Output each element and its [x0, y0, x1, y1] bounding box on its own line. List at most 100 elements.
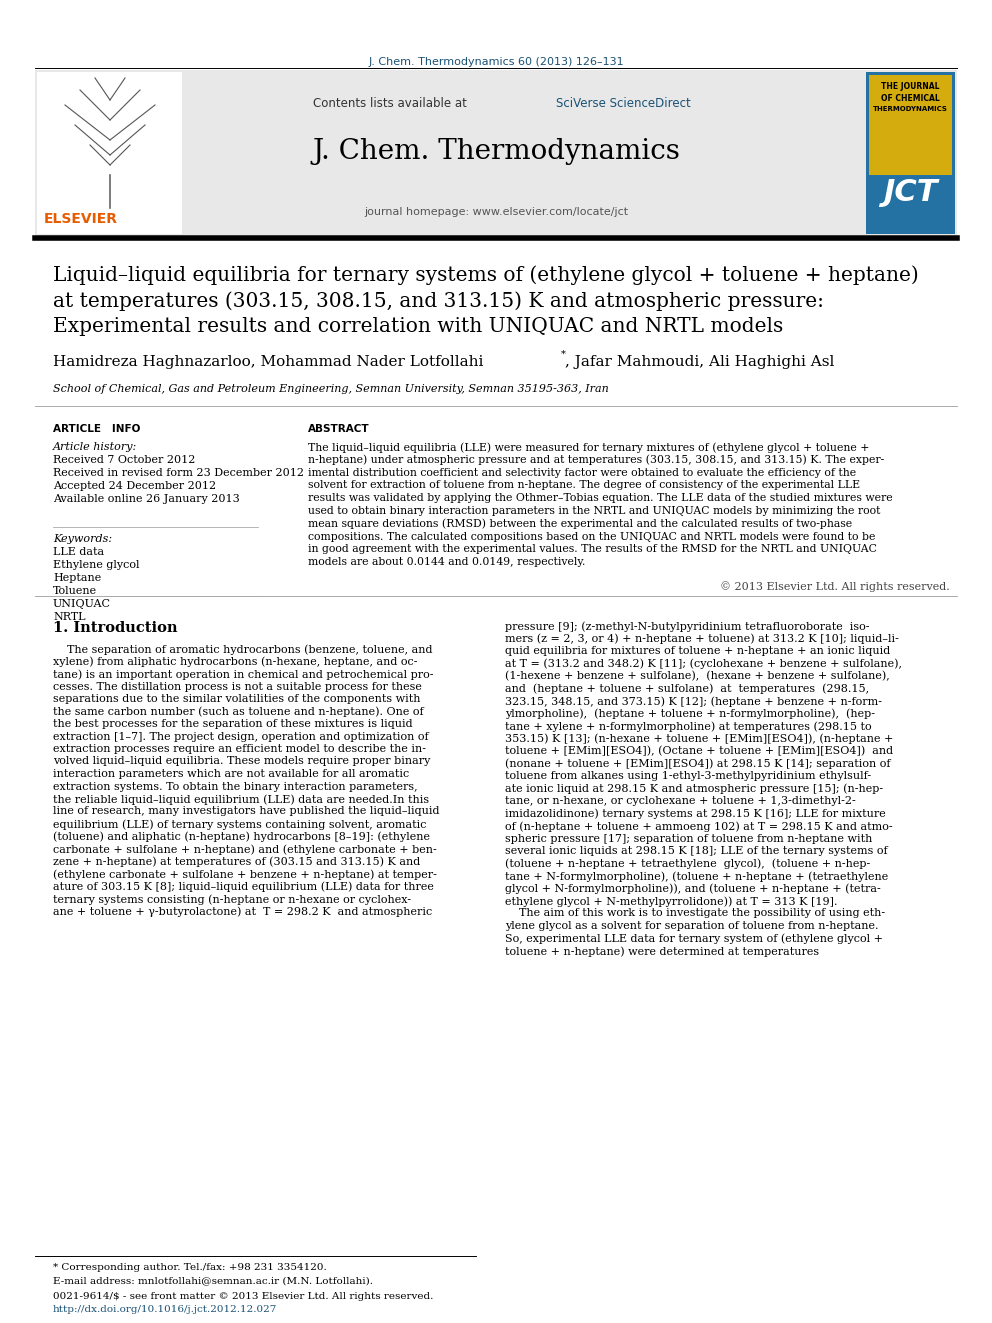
Bar	[35, 70, 957, 235]
Text: and  (heptane + toluene + sulfolane)  at  temperatures  (298.15,: and (heptane + toluene + sulfolane) at t…	[505, 684, 869, 695]
Text: 353.15) K [13]; (n-hexane + toluene + [EMim][ESO4]), (n-heptane +: 353.15) K [13]; (n-hexane + toluene + [E…	[505, 733, 894, 744]
Text: NRTL: NRTL	[53, 613, 85, 622]
Text: The aim of this work is to investigate the possibility of using eth-: The aim of this work is to investigate t…	[505, 909, 885, 918]
Text: imidazolidinone) ternary systems at 298.15 K [16]; LLE for mixture: imidazolidinone) ternary systems at 298.…	[505, 808, 886, 819]
Text: Liquid–liquid equilibria for ternary systems of (ethylene glycol + toluene + hep: Liquid–liquid equilibria for ternary sys…	[53, 265, 919, 284]
Text: solvent for extraction of toluene from n-heptane. The degree of consistency of t: solvent for extraction of toluene from n…	[308, 480, 860, 491]
Text: extraction processes require an efficient model to describe the in-: extraction processes require an efficien…	[53, 744, 426, 754]
Text: of (n-heptane + toluene + ammoeng 102) at T = 298.15 K and atmo-: of (n-heptane + toluene + ammoeng 102) a…	[505, 822, 893, 832]
Text: used to obtain binary interaction parameters in the NRTL and UNIQUAC models by m: used to obtain binary interaction parame…	[308, 505, 880, 516]
Text: LLE data: LLE data	[53, 546, 104, 557]
Text: School of Chemical, Gas and Petroleum Engineering, Semnan University, Semnan 351: School of Chemical, Gas and Petroleum En…	[53, 384, 609, 394]
Text: (nonane + toluene + [EMim][ESO4]) at 298.15 K [14]; separation of: (nonane + toluene + [EMim][ESO4]) at 298…	[505, 758, 891, 769]
Text: JCT: JCT	[883, 179, 937, 206]
Text: pressure [9]; (z-methyl-N-butylpyridinium tetrafluoroborate  iso-: pressure [9]; (z-methyl-N-butylpyridiniu…	[505, 620, 870, 631]
Text: So, experimental LLE data for ternary system of (ethylene glycol +: So, experimental LLE data for ternary sy…	[505, 934, 883, 945]
Text: (toluene + n-heptane + tetraethylene  glycol),  (toluene + n-hep-: (toluene + n-heptane + tetraethylene gly…	[505, 859, 870, 869]
Text: the best processes for the separation of these mixtures is liquid: the best processes for the separation of…	[53, 718, 413, 729]
Text: 0021-9614/$ - see front matter © 2013 Elsevier Ltd. All rights reserved.: 0021-9614/$ - see front matter © 2013 El…	[53, 1293, 434, 1301]
Text: Keywords:: Keywords:	[53, 534, 112, 544]
Text: © 2013 Elsevier Ltd. All rights reserved.: © 2013 Elsevier Ltd. All rights reserved…	[720, 581, 950, 591]
Text: zene + n-heptane) at temperatures of (303.15 and 313.15) K and: zene + n-heptane) at temperatures of (30…	[53, 856, 421, 867]
Text: ate ionic liquid at 298.15 K and atmospheric pressure [15]; (n-hep-: ate ionic liquid at 298.15 K and atmosph…	[505, 783, 883, 794]
Bar	[37, 71, 182, 234]
Text: at T = (313.2 and 348.2) K [11]; (cyclohexane + benzene + sulfolane),: at T = (313.2 and 348.2) K [11]; (cycloh…	[505, 659, 902, 669]
Text: The liquid–liquid equilibria (LLE) were measured for ternary mixtures of (ethyle: The liquid–liquid equilibria (LLE) were …	[308, 442, 869, 452]
Text: ABSTRACT: ABSTRACT	[308, 423, 370, 434]
Text: (ethylene carbonate + sulfolane + benzene + n-heptane) at temper-: (ethylene carbonate + sulfolane + benzen…	[53, 869, 436, 880]
Text: THERMODYNAMICS: THERMODYNAMICS	[873, 106, 947, 112]
Text: ature of 303.15 K [8]; liquid–liquid equilibrium (LLE) data for three: ature of 303.15 K [8]; liquid–liquid equ…	[53, 881, 434, 892]
Text: (toluene) and aliphatic (n-heptane) hydrocarbons [8–19]: (ethylene: (toluene) and aliphatic (n-heptane) hydr…	[53, 831, 430, 841]
Text: interaction parameters which are not available for all aromatic: interaction parameters which are not ava…	[53, 769, 410, 779]
Text: The separation of aromatic hydrocarbons (benzene, toluene, and: The separation of aromatic hydrocarbons …	[53, 644, 433, 655]
Text: THE JOURNAL: THE JOURNAL	[881, 82, 939, 91]
Text: quid equilibria for mixtures of toluene + n-heptane + an ionic liquid: quid equilibria for mixtures of toluene …	[505, 646, 890, 656]
Text: cesses. The distillation process is not a suitable process for these: cesses. The distillation process is not …	[53, 681, 422, 692]
Text: models are about 0.0144 and 0.0149, respectively.: models are about 0.0144 and 0.0149, resp…	[308, 557, 585, 568]
Text: 1. Introduction: 1. Introduction	[53, 620, 178, 635]
Text: toluene from alkanes using 1-ethyl-3-methylpyridinium ethylsulf-: toluene from alkanes using 1-ethyl-3-met…	[505, 771, 871, 781]
Text: Hamidreza Haghnazarloo, Mohammad Nader Lotfollahi: Hamidreza Haghnazarloo, Mohammad Nader L…	[53, 355, 483, 369]
Text: Contents lists available at: Contents lists available at	[313, 97, 470, 110]
Text: toluene + n-heptane) were determined at temperatures: toluene + n-heptane) were determined at …	[505, 946, 819, 957]
Text: xylene) from aliphatic hydrocarbons (n-hexane, heptane, and oc-: xylene) from aliphatic hydrocarbons (n-h…	[53, 656, 418, 667]
Text: mers (z = 2, 3, or 4) + n-heptane + toluene) at 313.2 K [10]; liquid–li-: mers (z = 2, 3, or 4) + n-heptane + tolu…	[505, 634, 899, 644]
Text: the same carbon number (such as toluene and n-heptane). One of: the same carbon number (such as toluene …	[53, 706, 424, 717]
Text: ylene glycol as a solvent for separation of toluene from n-heptane.: ylene glycol as a solvent for separation…	[505, 921, 879, 931]
Text: SciVerse ScienceDirect: SciVerse ScienceDirect	[556, 97, 690, 110]
Text: ylmorpholine),  (heptane + toluene + n-formylmorpholine),  (hep-: ylmorpholine), (heptane + toluene + n-fo…	[505, 709, 875, 720]
Bar	[869, 75, 952, 175]
Text: OF CHEMICAL: OF CHEMICAL	[881, 94, 939, 103]
Text: Ethylene glycol: Ethylene glycol	[53, 560, 140, 570]
Text: ethylene glycol + N-methylpyrrolidone)) at T = 313 K [19].: ethylene glycol + N-methylpyrrolidone)) …	[505, 896, 837, 906]
Text: http://dx.doi.org/10.1016/j.jct.2012.12.027: http://dx.doi.org/10.1016/j.jct.2012.12.…	[53, 1304, 278, 1314]
Text: Received 7 October 2012: Received 7 October 2012	[53, 455, 195, 464]
Text: glycol + N-formylmorpholine)), and (toluene + n-heptane + (tetra-: glycol + N-formylmorpholine)), and (tolu…	[505, 884, 881, 894]
Text: tane + N-formylmorpholine), (toluene + n-heptane + (tetraethylene: tane + N-formylmorpholine), (toluene + n…	[505, 871, 888, 881]
Bar	[866, 71, 955, 234]
Text: results was validated by applying the Othmer–Tobias equation. The LLE data of th: results was validated by applying the Ot…	[308, 493, 893, 503]
Text: tane, or n-hexane, or cyclohexane + toluene + 1,3-dimethyl-2-: tane, or n-hexane, or cyclohexane + tolu…	[505, 796, 856, 806]
Text: in good agreement with the experimental values. The results of the RMSD for the : in good agreement with the experimental …	[308, 544, 877, 554]
Text: line of research, many investigators have published the liquid–liquid: line of research, many investigators hav…	[53, 807, 439, 816]
Text: ELSEVIER: ELSEVIER	[44, 212, 118, 226]
Text: J. Chem. Thermodynamics 60 (2013) 126–131: J. Chem. Thermodynamics 60 (2013) 126–13…	[368, 57, 624, 67]
Text: Accepted 24 December 2012: Accepted 24 December 2012	[53, 482, 216, 491]
Text: at temperatures (303.15, 308.15, and 313.15) K and atmospheric pressure:: at temperatures (303.15, 308.15, and 313…	[53, 291, 824, 311]
Text: Received in revised form 23 December 2012: Received in revised form 23 December 201…	[53, 468, 304, 478]
Text: separations due to the similar volatilities of the components with: separations due to the similar volatilit…	[53, 695, 421, 704]
Text: , Jafar Mahmoudi, Ali Haghighi Asl: , Jafar Mahmoudi, Ali Haghighi Asl	[565, 355, 834, 369]
Text: Available online 26 January 2013: Available online 26 January 2013	[53, 493, 240, 504]
Text: equilibrium (LLE) of ternary systems containing solvent, aromatic: equilibrium (LLE) of ternary systems con…	[53, 819, 427, 830]
Text: tane) is an important operation in chemical and petrochemical pro-: tane) is an important operation in chemi…	[53, 669, 434, 680]
Text: E-mail address: mnlotfollahi@semnan.ac.ir (M.N. Lotfollahi).: E-mail address: mnlotfollahi@semnan.ac.i…	[53, 1275, 373, 1285]
Text: journal homepage: www.elsevier.com/locate/jct: journal homepage: www.elsevier.com/locat…	[364, 206, 628, 217]
Text: *: *	[561, 351, 565, 359]
Text: UNIQUAC: UNIQUAC	[53, 599, 111, 609]
Text: Toluene: Toluene	[53, 586, 97, 595]
Text: toluene + [EMim][ESO4]), (Octane + toluene + [EMim][ESO4])  and: toluene + [EMim][ESO4]), (Octane + tolue…	[505, 746, 893, 757]
Text: extraction [1–7]. The project design, operation and optimization of: extraction [1–7]. The project design, op…	[53, 732, 429, 741]
Text: Heptane: Heptane	[53, 573, 101, 583]
Text: 323.15, 348.15, and 373.15) K [12]; (heptane + benzene + n-form-: 323.15, 348.15, and 373.15) K [12]; (hep…	[505, 696, 882, 706]
Text: volved liquid–liquid equilibria. These models require proper binary: volved liquid–liquid equilibria. These m…	[53, 757, 431, 766]
Text: n-heptane) under atmospheric pressure and at temperatures (303.15, 308.15, and 3: n-heptane) under atmospheric pressure an…	[308, 455, 884, 466]
Text: ternary systems consisting (n-heptane or n-hexane or cyclohex-: ternary systems consisting (n-heptane or…	[53, 894, 411, 905]
Text: the reliable liquid–liquid equilibrium (LLE) data are needed.In this: the reliable liquid–liquid equilibrium (…	[53, 794, 430, 804]
Text: spheric pressure [17]; separation of toluene from n-heptane with: spheric pressure [17]; separation of tol…	[505, 833, 872, 844]
Text: carbonate + sulfolane + n-heptane) and (ethylene carbonate + ben-: carbonate + sulfolane + n-heptane) and (…	[53, 844, 436, 855]
Text: compositions. The calculated compositions based on the UNIQUAC and NRTL models w: compositions. The calculated composition…	[308, 532, 875, 541]
Text: Article history:: Article history:	[53, 442, 137, 452]
Text: ane + toluene + γ-butyrolactone) at  T = 298.2 K  and atmospheric: ane + toluene + γ-butyrolactone) at T = …	[53, 906, 433, 917]
Text: imental distribution coefficient and selectivity factor were obtained to evaluat: imental distribution coefficient and sel…	[308, 467, 856, 478]
Text: J. Chem. Thermodynamics: J. Chem. Thermodynamics	[312, 138, 680, 165]
Text: ARTICLE   INFO: ARTICLE INFO	[53, 423, 141, 434]
Text: * Corresponding author. Tel./fax: +98 231 3354120.: * Corresponding author. Tel./fax: +98 23…	[53, 1263, 326, 1271]
Text: mean square deviations (RMSD) between the experimental and the calculated result: mean square deviations (RMSD) between th…	[308, 519, 852, 529]
Text: (1-hexene + benzene + sulfolane),  (hexane + benzene + sulfolane),: (1-hexene + benzene + sulfolane), (hexan…	[505, 671, 890, 681]
Text: several ionic liquids at 298.15 K [18]; LLE of the ternary systems of: several ionic liquids at 298.15 K [18]; …	[505, 845, 888, 856]
Text: tane + xylene + n-formylmorpholine) at temperatures (298.15 to: tane + xylene + n-formylmorpholine) at t…	[505, 721, 872, 732]
Text: extraction systems. To obtain the binary interaction parameters,: extraction systems. To obtain the binary…	[53, 782, 418, 791]
Text: Experimental results and correlation with UNIQUAC and NRTL models: Experimental results and correlation wit…	[53, 318, 784, 336]
